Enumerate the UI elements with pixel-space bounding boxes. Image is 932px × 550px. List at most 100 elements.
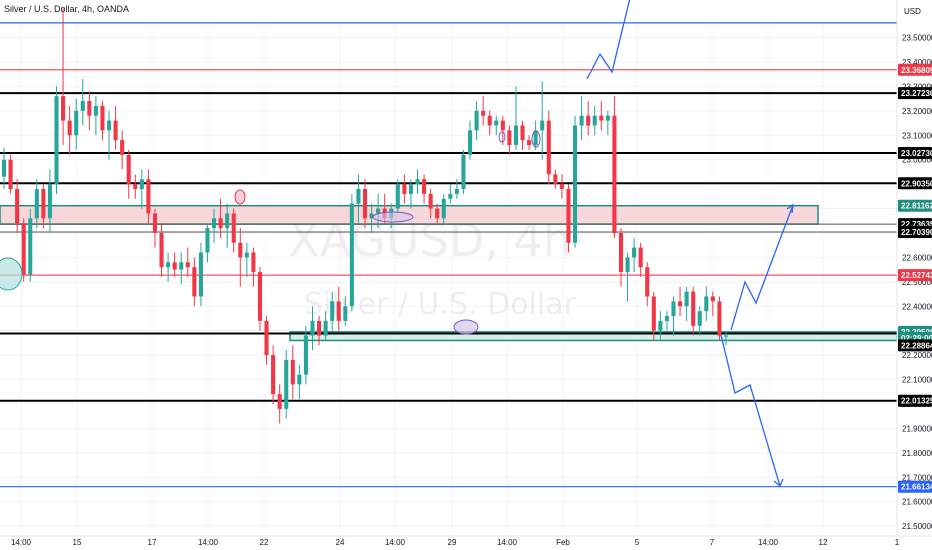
candle-body bbox=[34, 189, 39, 219]
candle-body bbox=[277, 394, 282, 409]
candle-body bbox=[1, 159, 7, 177]
x-tick-label: 5 bbox=[635, 538, 640, 547]
candle bbox=[645, 262, 650, 307]
y-tick-label: 21.50000 bbox=[902, 522, 932, 531]
candle-body bbox=[264, 320, 269, 356]
candle bbox=[586, 101, 591, 136]
candle-body bbox=[723, 335, 729, 337]
candle-body bbox=[8, 159, 13, 189]
candle bbox=[133, 174, 138, 199]
highlight-ellipse bbox=[498, 131, 506, 143]
candle bbox=[205, 223, 210, 263]
price-tag-box bbox=[898, 87, 932, 100]
watermark-name: Silver / U.S. Dollar bbox=[304, 287, 577, 322]
price-tag-box bbox=[898, 226, 932, 239]
candle bbox=[428, 189, 433, 219]
candle bbox=[139, 169, 144, 209]
candle-body bbox=[454, 189, 459, 194]
price-tag-label: 22.28864 bbox=[901, 341, 932, 350]
x-tick-label: 14:00 bbox=[497, 538, 518, 547]
candle-body bbox=[126, 154, 131, 185]
price-tag-label: 22.70390 bbox=[901, 228, 932, 237]
candle-body bbox=[336, 301, 341, 321]
candle-body bbox=[317, 320, 322, 336]
price-tag: 22.70390 bbox=[898, 226, 932, 239]
candle bbox=[507, 125, 512, 155]
candle bbox=[402, 174, 407, 204]
y-tick-label: 22.10000 bbox=[902, 376, 932, 385]
candle bbox=[159, 223, 164, 277]
candle-body bbox=[533, 130, 538, 146]
projection-path-target bbox=[730, 204, 794, 331]
candle bbox=[317, 316, 322, 346]
candle-body bbox=[507, 130, 512, 146]
price-tag: 22.01325 bbox=[898, 394, 932, 407]
candle-body bbox=[146, 179, 151, 214]
candle-body bbox=[402, 184, 407, 194]
candle bbox=[126, 149, 131, 199]
candle bbox=[605, 110, 610, 136]
candle-body bbox=[47, 184, 52, 219]
candle-body bbox=[166, 262, 171, 268]
y-tick-label: 21.60000 bbox=[902, 498, 932, 507]
candle bbox=[691, 286, 696, 336]
candle bbox=[500, 115, 505, 146]
projection-path-up bbox=[586, 0, 631, 80]
price-tag-label: 02:29:00 bbox=[901, 334, 932, 343]
y-tick-label: 22.50000 bbox=[902, 278, 932, 287]
candle bbox=[684, 286, 689, 321]
candle bbox=[244, 242, 249, 277]
x-tick-label: 15 bbox=[73, 538, 82, 547]
candle bbox=[218, 198, 223, 238]
x-tick-label: 29 bbox=[448, 538, 457, 547]
candle-body bbox=[251, 252, 256, 273]
candle bbox=[297, 364, 302, 400]
candle-body bbox=[612, 115, 617, 233]
candle-body bbox=[566, 189, 571, 243]
candle-body bbox=[684, 291, 689, 307]
candle-body bbox=[323, 320, 328, 336]
candle-body bbox=[638, 247, 643, 268]
y-tick-label: 23.00000 bbox=[902, 156, 932, 165]
candle bbox=[290, 345, 295, 400]
candle bbox=[251, 247, 256, 287]
candle-body bbox=[271, 355, 276, 395]
price-tag-label: 23.02730 bbox=[901, 149, 932, 158]
candle-body bbox=[349, 203, 354, 307]
candle bbox=[369, 203, 374, 233]
candle bbox=[74, 98, 79, 150]
candle bbox=[47, 169, 52, 233]
price-tag-label: 22.73635 bbox=[901, 220, 932, 229]
candle-body bbox=[395, 184, 400, 209]
currency-label: USD bbox=[904, 7, 921, 16]
candle bbox=[566, 184, 571, 253]
candle-body bbox=[244, 252, 249, 258]
candle bbox=[704, 286, 709, 321]
candle-body bbox=[586, 115, 591, 126]
candle-body bbox=[21, 223, 26, 275]
annotations bbox=[0, 0, 794, 488]
candle-body bbox=[632, 247, 637, 258]
candle bbox=[34, 179, 39, 229]
y-tick-label: 22.20000 bbox=[902, 351, 932, 360]
candle-body bbox=[467, 130, 473, 155]
candle bbox=[113, 105, 118, 150]
x-tick-label: 22 bbox=[260, 538, 269, 547]
candle-body bbox=[152, 213, 157, 233]
candle bbox=[546, 110, 551, 185]
price-tag: 23.27236 bbox=[898, 87, 932, 100]
candle-body bbox=[61, 96, 66, 121]
candle-body bbox=[599, 115, 604, 121]
candle-body bbox=[290, 360, 295, 385]
candle-body bbox=[546, 120, 551, 175]
candle-body bbox=[192, 267, 197, 297]
candle bbox=[494, 115, 499, 136]
candle-body bbox=[461, 154, 466, 189]
candle-body bbox=[41, 189, 46, 219]
candle bbox=[212, 208, 217, 243]
candle-body bbox=[376, 208, 381, 214]
candle bbox=[67, 105, 72, 155]
candle bbox=[717, 296, 722, 341]
candle-body bbox=[645, 267, 650, 297]
